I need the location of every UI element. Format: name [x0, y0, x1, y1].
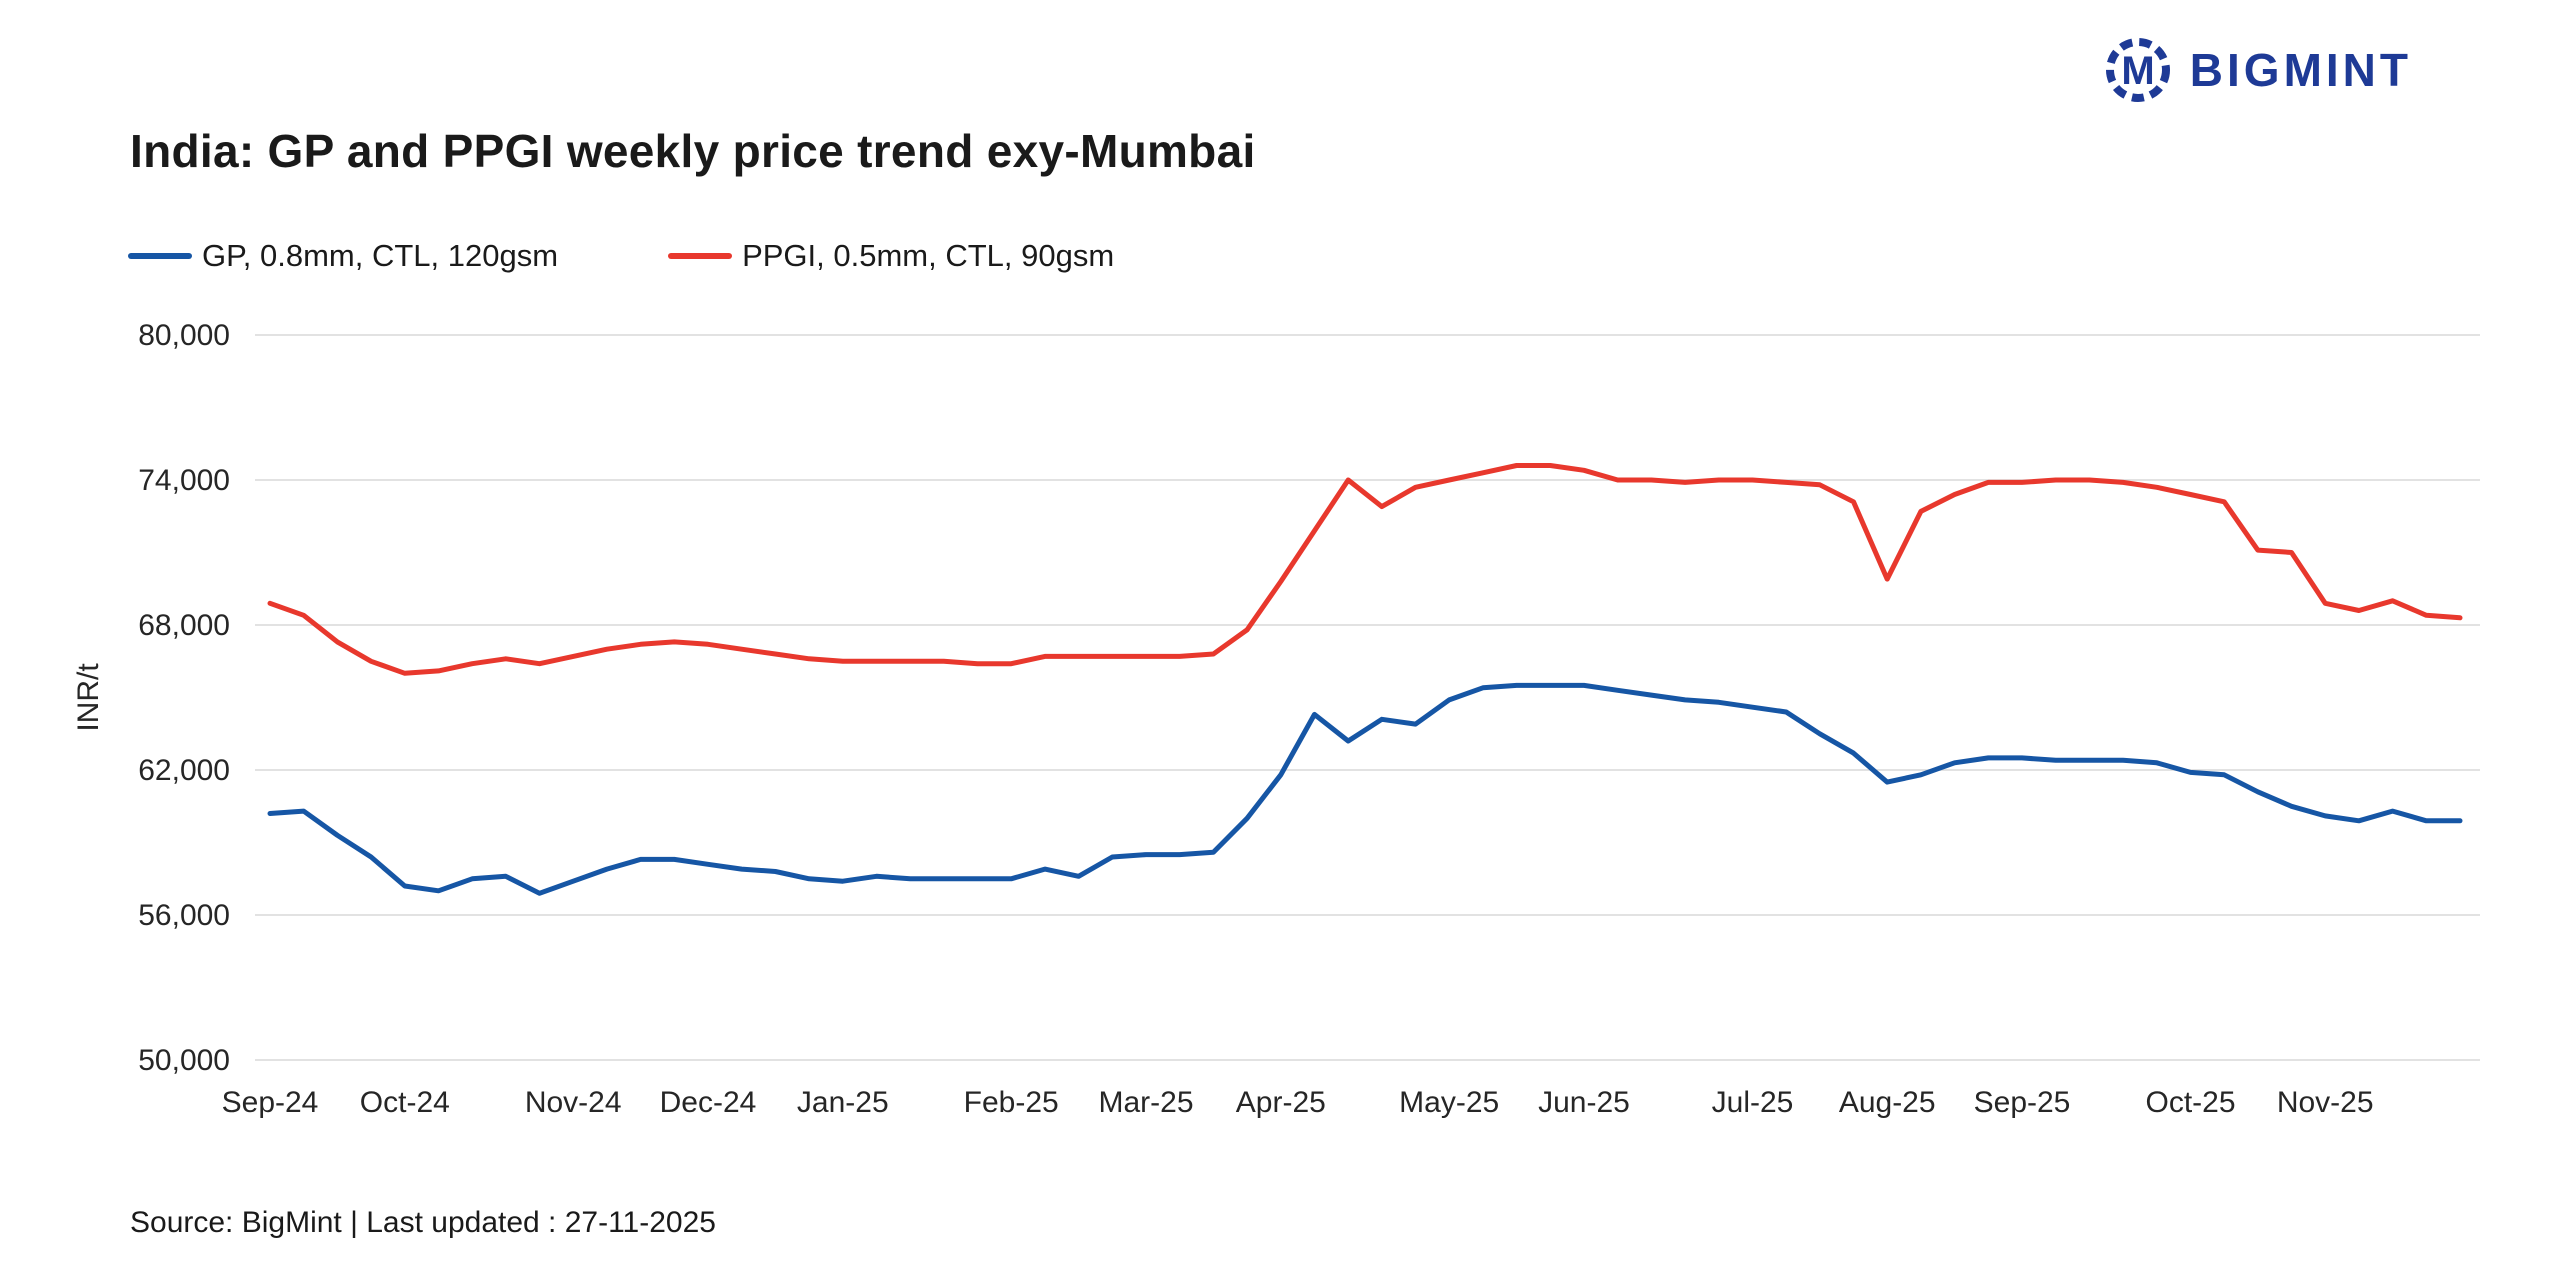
x-axis-tick-label: Apr-25 [1236, 1086, 1326, 1119]
y-axis-tick-label: 68,000 [138, 609, 230, 642]
x-axis-tick-label: Dec-24 [660, 1086, 757, 1119]
chart-canvas: 50,000 56,000 62,000 68,000 74,000 80,000 Sep-… [72, 319, 2480, 1119]
legend: GP, 0.8mm, CTL, 120gsm PPGI, 0.5mm, CTL,… [128, 238, 1114, 274]
legend-label-gp: GP, 0.8mm, CTL, 120gsm [202, 238, 559, 273]
y-axis-title: INR/t [72, 663, 105, 732]
y-axis-tick-label: 56,000 [138, 899, 230, 932]
source-note: Source: BigMint | Last updated : 27-11-2… [130, 1206, 716, 1239]
x-axis-tick-label: Sep-24 [222, 1086, 319, 1119]
bigmint-logo: M BIGMINT [2102, 34, 2412, 106]
x-axis-tick-label: Aug-25 [1839, 1086, 1936, 1119]
chart-title: India: GP and PPGI weekly price trend ex… [130, 125, 1256, 177]
x-axis-tick-label: Jul-25 [1712, 1086, 1794, 1119]
series-line-gp [267, 682, 2463, 896]
y-axis-tick-label: 50,000 [138, 1044, 230, 1077]
x-axis-tick-label: Oct-25 [2145, 1086, 2235, 1119]
series-line-ppgi [267, 463, 2463, 676]
x-axis-tick-label: Jun-25 [1538, 1086, 1630, 1119]
x-axis-tick-label: Nov-24 [525, 1086, 622, 1119]
y-axis-tick-label: 80,000 [138, 319, 230, 352]
y-axis-tick-label: 74,000 [138, 464, 230, 497]
gp-line-swatch-icon [128, 253, 192, 259]
x-axis-tick-label: Nov-25 [2277, 1086, 2374, 1119]
legend-label-ppgi: PPGI, 0.5mm, CTL, 90gsm [742, 238, 1115, 273]
legend-item-ppgi: PPGI, 0.5mm, CTL, 90gsm [668, 238, 1114, 274]
x-axis-tick-label: May-25 [1399, 1086, 1499, 1119]
legend-item-gp: GP, 0.8mm, CTL, 120gsm [128, 238, 558, 274]
x-axis-tick-label: Jan-25 [797, 1086, 889, 1119]
ppgi-line-swatch-icon [668, 253, 733, 259]
x-axis-tick-label: Feb-25 [964, 1086, 1059, 1119]
brand-name: BIGMINT [2189, 44, 2412, 96]
x-axis-tick-label: Sep-25 [1974, 1086, 2071, 1119]
bigmint-circle-m-icon: M [2105, 38, 2170, 102]
line-chart: 50,000 56,000 62,000 68,000 74,000 80,000 Sep-… [60, 300, 2520, 1160]
logo-letter: M [2121, 49, 2154, 93]
y-axis-tick-label: 62,000 [138, 754, 230, 787]
x-axis-tick-label: Mar-25 [1098, 1086, 1193, 1119]
x-axis-tick-label: Oct-24 [360, 1086, 450, 1119]
